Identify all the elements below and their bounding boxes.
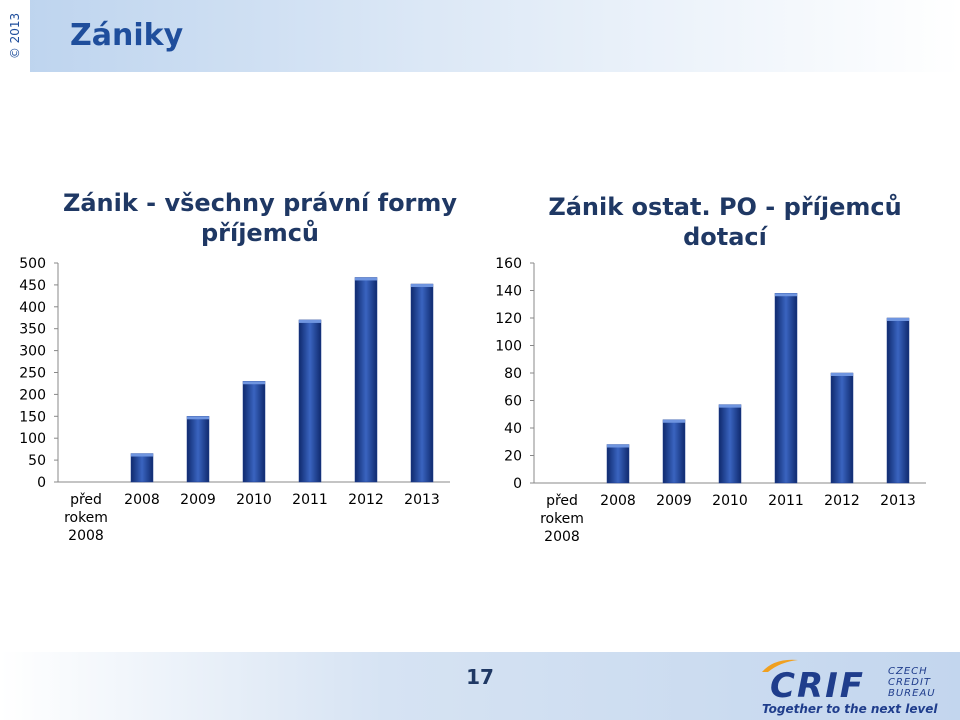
y-tick-label: 140 — [495, 284, 522, 300]
crif-logo: CRIF CZECH CREDIT BUREAU — [760, 656, 960, 720]
bar — [298, 319, 322, 483]
logo-sub-line: BUREAU — [888, 688, 936, 699]
bar-highlight — [887, 318, 909, 321]
copyright-strip: © 2013 — [0, 0, 30, 72]
y-tick-label: 500 — [19, 256, 46, 272]
bar — [130, 453, 154, 483]
slide-title: Zániky — [70, 18, 184, 53]
y-tick-label: 50 — [28, 453, 46, 469]
chart-svg: 0 50 100 150 200 250 300 350 400 450 500 před rokem 2… — [19, 256, 450, 544]
y-tick-label: 120 — [495, 311, 522, 327]
x-tick-label: 2008 — [68, 528, 104, 544]
logo-wordmark: CRIF — [770, 666, 866, 706]
y-tick-label: 150 — [19, 409, 46, 425]
y-tick-label: 200 — [19, 387, 46, 403]
bar — [886, 317, 910, 484]
bar — [354, 277, 378, 483]
logo-sub-line: CZECH — [888, 666, 928, 677]
x-tick-label: 2008 — [544, 529, 580, 545]
swoosh-icon — [762, 659, 798, 672]
x-tick-label: před — [546, 493, 578, 509]
bar — [606, 444, 630, 484]
bar — [186, 416, 210, 483]
x-tick-label: 2011 — [292, 492, 328, 508]
x-tick-label: rokem — [64, 510, 108, 526]
page-number: 17 — [466, 665, 494, 689]
x-tick-label: 2011 — [768, 493, 804, 509]
copyright-text: © 2013 — [8, 12, 22, 60]
x-tick-label: 2010 — [712, 493, 748, 509]
bar-highlight — [355, 277, 377, 281]
chart-title: Zánik ostat. PO - příjemců dotací — [548, 193, 902, 251]
y-tick-label: 400 — [19, 300, 46, 316]
y-tick-label: 0 — [37, 475, 46, 491]
bar — [718, 404, 742, 484]
bar-highlight — [299, 319, 321, 323]
x-tick-label: 2009 — [180, 492, 216, 508]
chart-title: Zánik - všechny právní formy příjemců — [62, 189, 458, 247]
bar — [774, 293, 798, 484]
x-tick-label: 2012 — [348, 492, 384, 508]
y-tick-label: 250 — [19, 366, 46, 382]
footer-bar — [0, 652, 960, 720]
tagline: Together to the next level — [762, 702, 938, 716]
chart-svg: 0 20 40 60 80 100 120 140 160 před rokem 2008 2008 20… — [495, 256, 926, 545]
bar — [410, 283, 434, 483]
bar — [242, 381, 266, 483]
bar — [662, 419, 686, 484]
y-tick-label: 100 — [19, 431, 46, 447]
x-tick-label: 2013 — [880, 493, 916, 509]
bar-highlight — [187, 416, 209, 420]
y-tick-label: 160 — [495, 256, 522, 272]
y-tick-label: 80 — [504, 366, 522, 382]
x-tick-label: rokem — [540, 511, 584, 527]
logo-subtitle: CZECH CREDIT BUREAU — [888, 666, 936, 699]
x-tick-label: 2012 — [824, 493, 860, 509]
y-tick-label: 450 — [19, 278, 46, 294]
x-tick-label: 2013 — [404, 492, 440, 508]
y-tick-label: 40 — [504, 421, 522, 437]
bar-highlight — [719, 404, 741, 408]
y-tick-label: 300 — [19, 344, 46, 360]
y-tick-label: 100 — [495, 339, 522, 355]
bar-highlight — [831, 373, 853, 376]
y-tick-label: 20 — [504, 449, 522, 465]
x-tick-label: 2008 — [124, 492, 160, 508]
y-tick-label: 350 — [19, 322, 46, 338]
x-tick-label: před — [70, 492, 102, 508]
x-tick-label: 2009 — [656, 493, 692, 509]
bar-highlight — [775, 293, 797, 297]
x-tick-label: 2010 — [236, 492, 272, 508]
bar-highlight — [131, 453, 153, 457]
bar-highlight — [243, 381, 265, 385]
y-tick-label: 60 — [504, 394, 522, 410]
logo-sub-line: CREDIT — [888, 677, 932, 688]
bar-highlight — [607, 444, 629, 448]
header-bar — [0, 0, 960, 72]
y-tick-label: 0 — [513, 476, 522, 492]
x-tick-label: 2008 — [600, 493, 636, 509]
bar — [830, 372, 854, 484]
bar-highlight — [663, 419, 685, 423]
bar-highlight — [411, 284, 433, 288]
chart-other-po: Zánik ostat. PO - příjemců dotací 0 20 40 6… — [480, 180, 960, 580]
chart-all-legal-forms: Zánik - všechny právní formy příjemců 0 5… — [0, 180, 460, 580]
